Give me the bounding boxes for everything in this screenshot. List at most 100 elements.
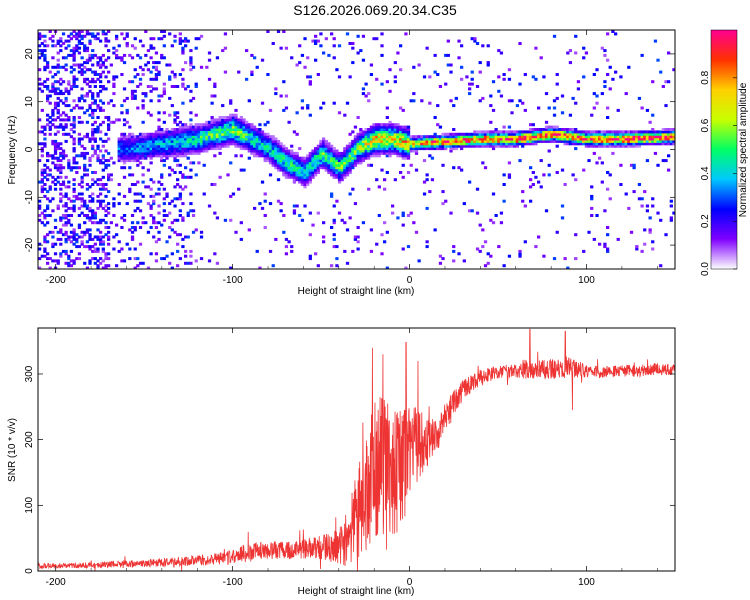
spectrogram-cell — [239, 237, 243, 241]
spectrogram-cell — [303, 156, 307, 160]
spectrogram-cell — [292, 173, 297, 177]
spectrogram-cell — [319, 149, 323, 153]
spectrogram-cell — [372, 151, 376, 155]
spectrogram-cell — [518, 135, 522, 139]
spectrogram-cell — [157, 99, 161, 103]
spectrogram-cell — [128, 151, 132, 155]
spectrogram-cell — [335, 245, 339, 249]
spectrogram-cell — [667, 168, 671, 172]
spectrogram-cell — [53, 183, 58, 186]
spectrogram-cell — [292, 151, 297, 155]
spectrogram-cell — [88, 163, 92, 167]
spectrogram-cell — [189, 209, 193, 213]
spectrogram-cell — [93, 211, 97, 215]
spectrogram-cell — [223, 132, 228, 136]
spectrogram-cell — [40, 185, 44, 189]
spectrogram-cell — [104, 233, 108, 237]
spectrogram-cell — [337, 171, 342, 174]
spectrogram-cell — [213, 144, 217, 148]
spectrogram-cell — [544, 92, 549, 96]
spectrogram-cell — [184, 254, 188, 258]
spectrogram-cell — [396, 125, 400, 129]
spectrogram-cell — [130, 96, 135, 100]
spectrogram-cell — [85, 58, 90, 62]
spectrogram-cell — [247, 147, 251, 151]
spectrogram-cell — [160, 132, 164, 136]
spectrogram-cell — [210, 139, 214, 143]
spectrogram-cell — [117, 183, 121, 186]
spectrogram-cell — [75, 104, 79, 108]
spectrogram-cell — [80, 94, 84, 98]
spectrogram-cell — [499, 137, 504, 141]
spectrogram-cell — [136, 199, 140, 203]
spectrogram-cell — [218, 151, 222, 155]
spectrogram-cell — [627, 139, 631, 143]
spectrogram-cell — [149, 149, 153, 153]
spectrogram-cell — [149, 206, 153, 210]
spectrogram-cell — [69, 230, 74, 234]
spectrogram-cell — [255, 144, 259, 148]
spectrogram-cell — [99, 80, 103, 84]
spectrogram-cell — [513, 142, 517, 146]
spectrogram-cell — [287, 151, 291, 155]
spectrogram-cell — [322, 139, 326, 143]
spectrogram-cell — [46, 166, 50, 170]
spectrogram-cell — [64, 56, 68, 60]
spectrogram-cell — [88, 247, 92, 251]
spectrogram-cell — [96, 147, 100, 151]
spectrogram-cell — [128, 159, 132, 163]
spectrogram-cell — [401, 149, 405, 153]
spectrogram-cell — [72, 75, 76, 79]
spectrogram-cell — [80, 96, 84, 100]
spectrogram-cell — [465, 142, 469, 146]
spectrogram-cell — [181, 154, 185, 158]
spectrogram-cell — [555, 139, 559, 143]
spectrogram-cell — [295, 204, 299, 208]
spectrogram-cell — [48, 132, 52, 136]
spectrogram-cell — [56, 80, 60, 84]
spectrogram-cell — [80, 106, 84, 110]
spectrogram-cell — [436, 144, 440, 148]
spectrogram-cell — [640, 132, 644, 136]
spectrogram-cell — [322, 166, 326, 170]
spectrogram-cell — [632, 163, 636, 167]
spectrogram-cell — [377, 214, 381, 217]
spectrogram-cell — [53, 259, 58, 263]
spectrogram-cell — [377, 185, 381, 189]
colorbar-ticks: 0.00.20.40.60.8 — [700, 70, 737, 276]
spectrogram-cell — [292, 178, 297, 182]
spectrogram-cell — [181, 49, 185, 53]
spectrogram-cell — [245, 135, 249, 139]
spectrogram-cell — [40, 130, 44, 134]
spectrogram-cell — [603, 130, 607, 134]
spectrogram-cell — [314, 168, 318, 172]
spectrogram-cell — [430, 144, 435, 148]
spectrogram-cell — [659, 264, 663, 268]
spectrogram-cell — [521, 130, 525, 134]
spectrogram-cell — [340, 161, 344, 165]
spectrogram-cell — [56, 147, 60, 151]
spectrogram-cell — [399, 151, 403, 155]
spectrogram-cell — [125, 111, 129, 115]
spectrogram-cell — [130, 80, 135, 84]
spectrogram-cell — [53, 144, 58, 148]
spectrogram-cell — [614, 132, 618, 136]
spectrogram-cell — [141, 166, 145, 170]
spectrogram-cell — [550, 135, 554, 139]
spectrogram-cell — [229, 125, 233, 129]
spectrogram-cell — [616, 130, 620, 134]
spectrogram-cell — [85, 266, 90, 269]
spectrogram-cell — [229, 123, 233, 127]
spectrogram-cell — [99, 237, 103, 241]
spectrogram-cell — [438, 125, 443, 129]
spectrogram-cell — [300, 106, 305, 110]
spectrogram-cell — [91, 144, 95, 148]
spectrogram-cell — [56, 204, 60, 208]
spectrogram-cell — [205, 147, 209, 151]
spectrogram-cell — [234, 135, 238, 139]
spectrogram-cell — [606, 130, 610, 134]
spectrogram-cell — [282, 173, 286, 177]
spectrogram-cell — [470, 135, 474, 139]
spectrogram-cell — [53, 87, 58, 91]
